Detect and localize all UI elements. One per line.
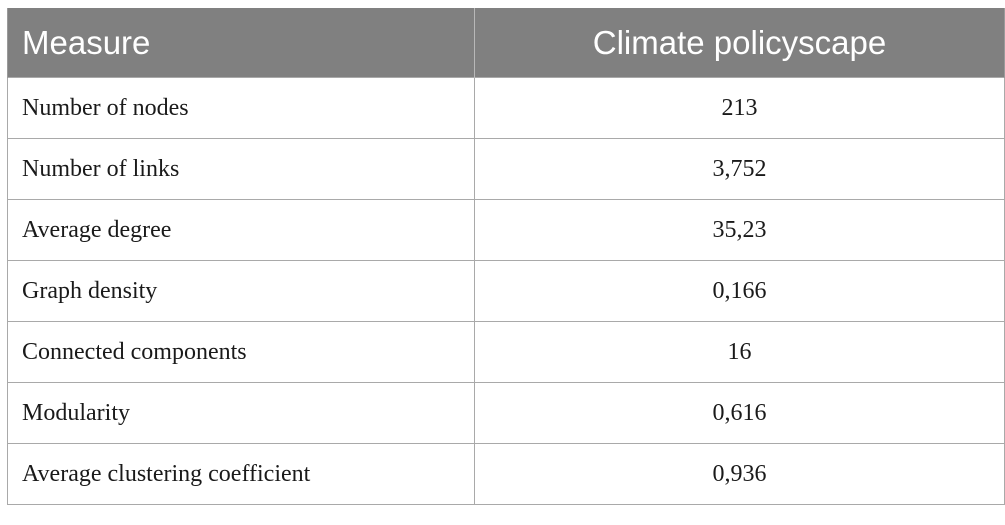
column-header-measure: Measure — [7, 8, 475, 78]
value-cell: 35,23 — [474, 199, 1005, 261]
table-row: Average clustering coefficient 0,936 — [7, 443, 1005, 505]
measure-cell: Average degree — [7, 199, 475, 261]
table-body: Number of nodes 213 Number of links 3,75… — [7, 77, 1005, 505]
value-cell: 0,166 — [474, 260, 1005, 322]
table-row: Number of links 3,752 — [7, 138, 1005, 200]
measure-cell: Average clustering coefficient — [7, 443, 475, 505]
value-cell: 0,616 — [474, 382, 1005, 444]
table-row: Connected components 16 — [7, 321, 1005, 383]
measure-cell: Connected components — [7, 321, 475, 383]
measure-cell: Number of links — [7, 138, 475, 200]
column-header-climate-policyscape: Climate policyscape — [474, 8, 1005, 78]
table-header: Measure Climate policyscape — [7, 8, 1005, 78]
measure-cell: Modularity — [7, 382, 475, 444]
value-cell: 0,936 — [474, 443, 1005, 505]
header-row: Measure Climate policyscape — [7, 8, 1005, 78]
table-row: Number of nodes 213 — [7, 77, 1005, 139]
measure-cell: Graph density — [7, 260, 475, 322]
network-measures-table-container: Measure Climate policyscape Number of no… — [7, 8, 1005, 505]
network-measures-table: Measure Climate policyscape Number of no… — [7, 8, 1005, 505]
value-cell: 213 — [474, 77, 1005, 139]
value-cell: 3,752 — [474, 138, 1005, 200]
table-row: Modularity 0,616 — [7, 382, 1005, 444]
table-row: Average degree 35,23 — [7, 199, 1005, 261]
value-cell: 16 — [474, 321, 1005, 383]
table-row: Graph density 0,166 — [7, 260, 1005, 322]
measure-cell: Number of nodes — [7, 77, 475, 139]
